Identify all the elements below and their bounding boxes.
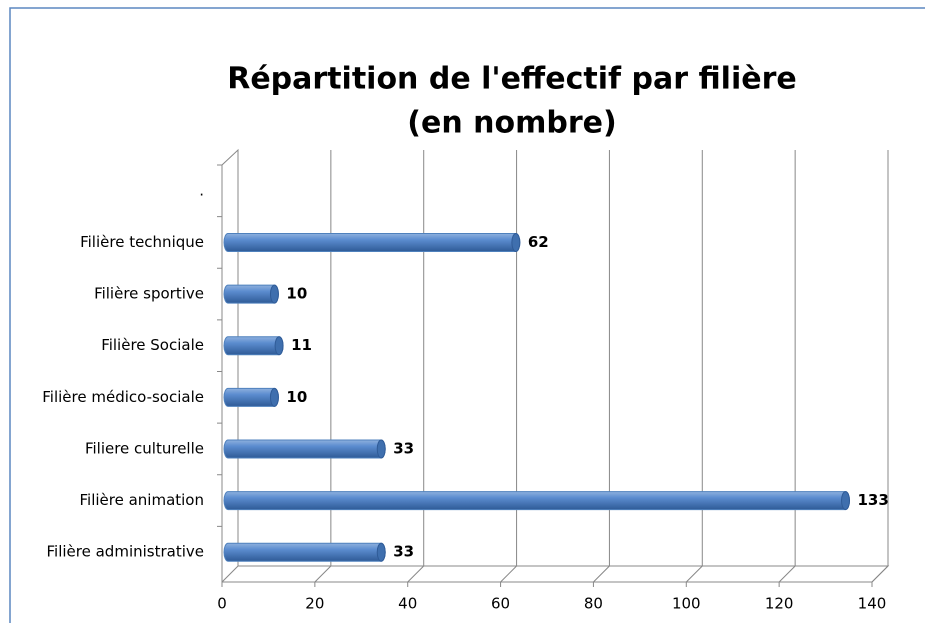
bar-cap — [274, 336, 284, 356]
value-label: 33 — [393, 439, 414, 457]
y-tick-label: Filière administrative — [47, 543, 204, 561]
bar — [223, 439, 386, 459]
y-tick-label: Filière Sociale — [101, 336, 204, 354]
y-tick-label: Filière médico-sociale — [42, 388, 204, 406]
bar-cap — [841, 491, 850, 511]
x-tick-label: 0 — [217, 595, 227, 613]
x-tick-label: 120 — [765, 595, 794, 613]
grid-line — [314, 150, 332, 583]
y-tick-label: Filière sportive — [94, 285, 204, 303]
grid-line — [407, 150, 425, 583]
y-tick-label: Filiere culturelle — [85, 439, 204, 457]
chart-frame — [9, 7, 925, 623]
x-tick-label: 60 — [491, 595, 510, 613]
grid-line — [593, 150, 610, 583]
bar — [223, 232, 521, 252]
bar-cap — [269, 387, 279, 407]
x-tick-label: 20 — [305, 595, 324, 613]
grid-line — [778, 150, 796, 583]
chart-title: Répartition de l'effectif par filière — [227, 62, 797, 97]
bar-cap — [376, 439, 386, 459]
value-label: 10 — [286, 285, 307, 303]
bar-cap — [511, 232, 521, 252]
floor — [222, 565, 890, 583]
y-tick-label: . — [199, 181, 204, 199]
bar — [223, 491, 850, 511]
value-label: 10 — [286, 388, 307, 406]
value-label: 33 — [393, 543, 414, 561]
grid-line — [871, 150, 889, 583]
grid-line — [685, 150, 703, 583]
y-tick-label: Filière technique — [80, 233, 204, 251]
bar-cap — [376, 542, 386, 562]
x-tick-label: 100 — [672, 595, 701, 613]
grid-line — [500, 150, 518, 583]
chart-title: (en nombre) — [407, 106, 616, 141]
bar-cap — [269, 284, 279, 304]
y-tick-label: Filière animation — [79, 491, 204, 509]
bar — [223, 336, 284, 356]
value-label: 62 — [528, 233, 549, 251]
value-label: 133 — [858, 491, 889, 509]
bar — [223, 542, 386, 562]
x-tick-label: 40 — [398, 595, 417, 613]
x-tick-label: 140 — [858, 595, 887, 613]
left-wall — [221, 148, 239, 584]
x-tick-label: 80 — [584, 595, 603, 613]
value-label: 11 — [291, 336, 312, 354]
